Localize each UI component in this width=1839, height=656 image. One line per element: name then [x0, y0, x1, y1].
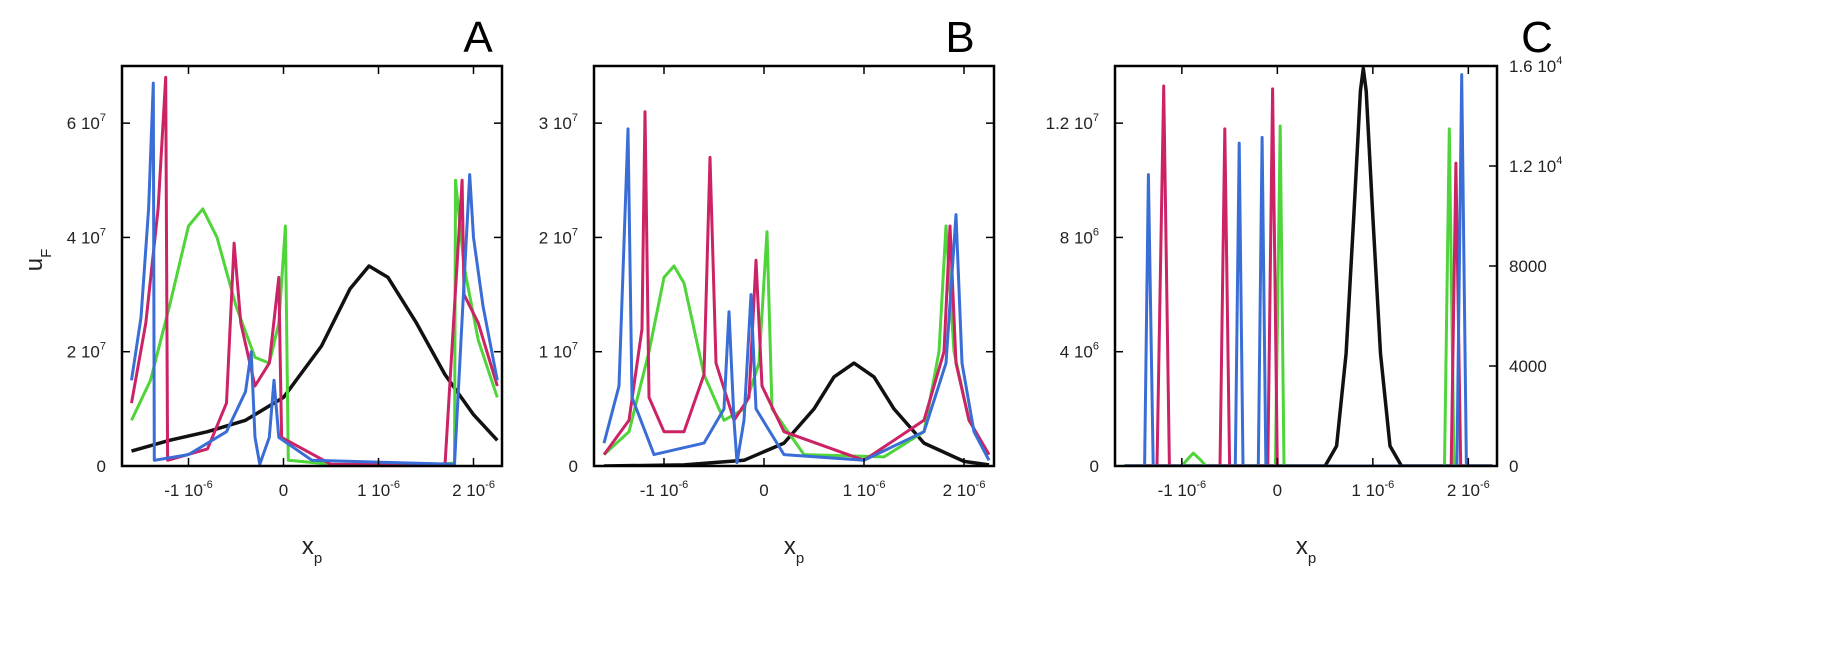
series-line-blue [602, 127, 991, 465]
plot-frame [120, 64, 504, 468]
series-line-green [130, 178, 499, 466]
y2-tick-label: 1.2 104 [1509, 155, 1562, 176]
panel-letter: A [463, 13, 493, 62]
panel-letter: C [1521, 13, 1553, 62]
x-axis-label: xp [784, 533, 804, 567]
x-axis-label: xp [1296, 533, 1316, 567]
series-group [602, 110, 991, 466]
y-tick-label: 0 [569, 457, 578, 476]
y2-tick-label: 1.6 104 [1509, 55, 1562, 76]
x-tick-label: -1 10-6 [1158, 479, 1207, 500]
x-tick-label: 0 [279, 481, 288, 500]
y-tick-label: 2 107 [539, 226, 578, 247]
y-tick-label: 2 107 [67, 341, 106, 362]
series-line-black [603, 361, 990, 466]
y2-tick-label: 4000 [1509, 357, 1547, 376]
x-axis-label: xp [302, 533, 322, 567]
series-line-blue [130, 81, 499, 466]
y2-tick-label: 0 [1509, 457, 1518, 476]
x-tick-label: 2 10-6 [943, 479, 986, 500]
y-tick-label: 0 [97, 457, 106, 476]
series-line-green [1124, 124, 1493, 466]
series-line-black [1124, 66, 1493, 466]
series-line-magenta [130, 75, 499, 466]
y-tick-label: 3 107 [539, 112, 578, 133]
series-line-black [131, 264, 499, 453]
y-tick-label: 4 107 [67, 226, 106, 247]
panel-a: -1 10-6 0 1 10-6 2 10-6 0 2 107 4 107 6 107 xp uF… [21, 13, 504, 567]
y-axis-label: uF [21, 249, 55, 272]
y-tick-label: 6 107 [67, 112, 106, 133]
y-tick-label: 0 [1090, 457, 1099, 476]
series-line-green [602, 224, 991, 459]
y-tick-label: 1.2 107 [1046, 112, 1099, 133]
x-tick-label: 2 10-6 [1447, 479, 1490, 500]
x-tick-label: 1 10-6 [357, 479, 400, 500]
x-tick-label: 1 10-6 [843, 479, 886, 500]
y-tick-label: 8 106 [1060, 226, 1099, 247]
series-line-magenta [602, 110, 991, 462]
plot-frame [1113, 64, 1499, 468]
x-tick-label: 0 [759, 481, 768, 500]
y-tick-label: 4 106 [1060, 341, 1099, 362]
x-tick-label: 2 10-6 [452, 479, 495, 500]
series-group [1124, 66, 1493, 466]
x-tick-label: -1 10-6 [164, 479, 213, 500]
series-group [130, 75, 499, 466]
series-line-blue [1124, 73, 1493, 466]
x-tick-label: 0 [1273, 481, 1282, 500]
panel-letter: B [945, 13, 974, 62]
x-tick-label: 1 10-6 [1351, 479, 1394, 500]
panel-b: -1 10-6 0 1 10-6 2 10-6 0 1 107 2 107 3 107 xp B [539, 13, 996, 567]
series-line-magenta [1124, 84, 1493, 466]
x-tick-label: -1 10-6 [640, 479, 689, 500]
y-tick-label: 1 107 [539, 341, 578, 362]
plot-frame [592, 64, 996, 468]
y2-tick-label: 8000 [1509, 257, 1547, 276]
panel-c: -1 10-6 0 1 10-6 2 10-6 0 4 106 8 106 1.2 107 0 4… [1046, 13, 1563, 567]
